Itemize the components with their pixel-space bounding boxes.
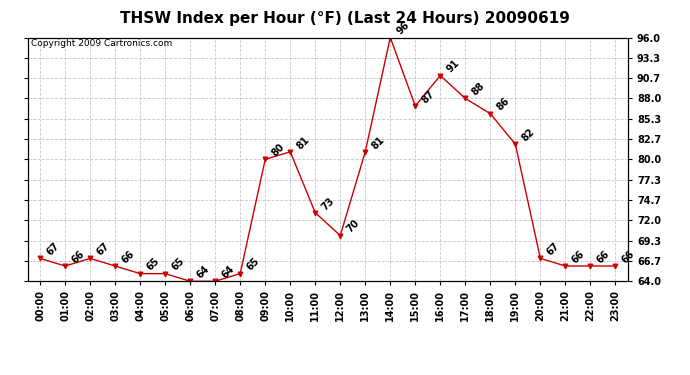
Text: 65: 65 [144,256,161,273]
Text: 65: 65 [169,256,186,273]
Text: 64: 64 [195,264,211,280]
Text: 80: 80 [269,142,286,159]
Text: Copyright 2009 Cartronics.com: Copyright 2009 Cartronics.com [30,39,172,48]
Text: 66: 66 [595,249,611,265]
Text: 86: 86 [495,96,511,113]
Text: 67: 67 [44,241,61,258]
Text: 65: 65 [244,256,261,273]
Text: 66: 66 [69,249,86,265]
Text: 66: 66 [620,249,636,265]
Text: 88: 88 [469,81,486,98]
Text: 67: 67 [95,241,111,258]
Text: 81: 81 [369,134,386,151]
Text: 66: 66 [119,249,136,265]
Text: 87: 87 [420,88,436,105]
Text: 91: 91 [444,58,461,75]
Text: 64: 64 [219,264,236,280]
Text: 70: 70 [344,218,361,235]
Text: THSW Index per Hour (°F) (Last 24 Hours) 20090619: THSW Index per Hour (°F) (Last 24 Hours)… [120,11,570,26]
Text: 67: 67 [544,241,561,258]
Text: 82: 82 [520,127,536,143]
Text: 73: 73 [319,195,336,212]
Text: 96: 96 [395,20,411,37]
Text: 81: 81 [295,134,311,151]
Text: 66: 66 [569,249,586,265]
